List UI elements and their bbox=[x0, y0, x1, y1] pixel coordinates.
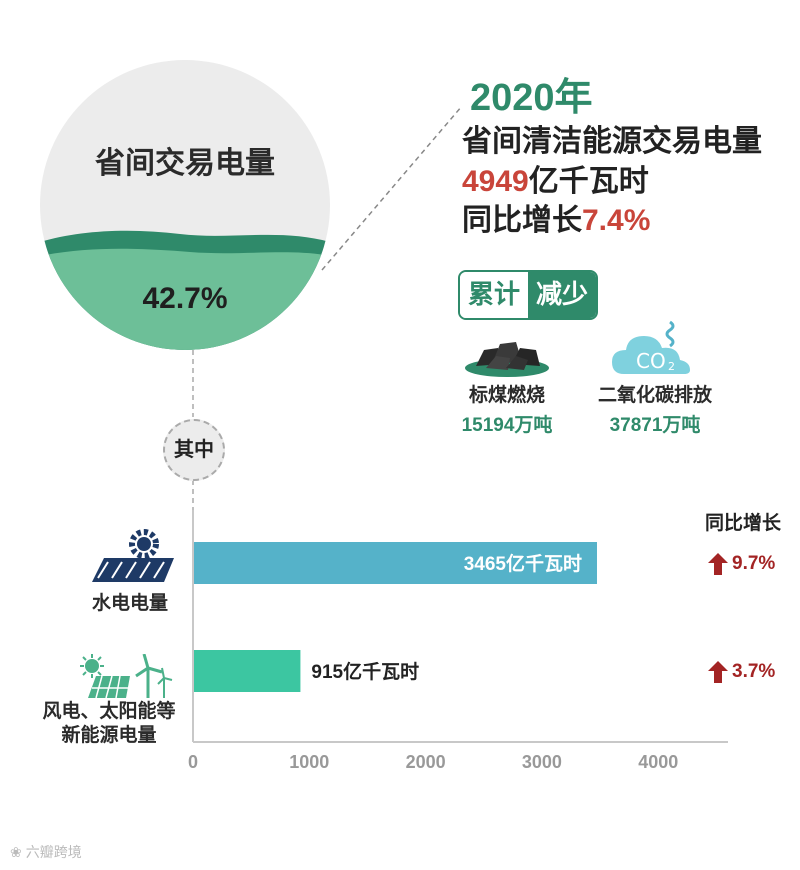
bar-value-label-1: 915亿千瓦时 bbox=[311, 660, 419, 683]
stat-co2-label: 二氧化碳排放 bbox=[597, 385, 712, 406]
stat-co2-value: 37871万吨 bbox=[609, 415, 701, 436]
category-label-renew-line2: 新能源电量 bbox=[61, 725, 157, 746]
headline-growth-value: 7.4% bbox=[582, 204, 651, 237]
circle-percent: 42.7% bbox=[142, 282, 228, 315]
bar-0 bbox=[194, 542, 597, 584]
up-arrow-icon bbox=[708, 661, 728, 683]
headline-amount-unit: 亿千瓦时 bbox=[528, 165, 649, 198]
yoy-renew-value: 3.7% bbox=[732, 661, 776, 682]
watermark: ❀ 六瓣跨境 bbox=[10, 842, 82, 862]
x-tick-label: 4000 bbox=[638, 752, 678, 772]
headline-growth: 同比增长7.4% bbox=[462, 195, 650, 239]
yoy-hydro: 9.7% bbox=[708, 553, 775, 575]
x-tick-label: 0 bbox=[188, 752, 198, 772]
headline-year: 2020年 bbox=[470, 77, 593, 119]
x-tick-label: 2000 bbox=[406, 752, 446, 772]
headline-subject: 省间清洁能源交易电量 bbox=[462, 125, 762, 158]
circle-title: 省间交易电量 bbox=[95, 147, 275, 180]
stat-coal-label: 标煤燃烧 bbox=[468, 385, 545, 406]
bar-value-label-0: 3465亿千瓦时 bbox=[464, 552, 582, 575]
headline-amount-value: 4949 bbox=[462, 165, 529, 198]
connector-label: 其中 bbox=[163, 419, 225, 481]
bar-1 bbox=[194, 650, 301, 692]
stat-coal-value: 15194万吨 bbox=[461, 415, 553, 436]
hydropower-icon bbox=[88, 528, 178, 584]
badge-left: 累计 bbox=[460, 272, 529, 318]
share-circle bbox=[40, 60, 330, 350]
wind-solar-icon bbox=[74, 653, 174, 700]
yoy-header: 同比增长 bbox=[705, 513, 782, 534]
coal-icon bbox=[462, 334, 552, 378]
svg-text:2: 2 bbox=[668, 360, 675, 373]
co2-cloud-icon: CO 2 bbox=[610, 318, 696, 378]
yoy-hydro-value: 9.7% bbox=[732, 553, 776, 574]
up-arrow-icon bbox=[708, 553, 728, 575]
watermark-text: 六瓣跨境 bbox=[25, 844, 82, 860]
category-label-hydro: 水电电量 bbox=[91, 593, 168, 614]
cumulative-reduction-badge: 累计 减少 bbox=[458, 270, 599, 320]
badge-right: 减少 bbox=[528, 272, 597, 318]
category-label-renew-line1: 风电、太阳能等 bbox=[42, 701, 176, 722]
x-tick-label: 1000 bbox=[289, 752, 329, 772]
watermark-logo-icon: ❀ bbox=[10, 843, 22, 860]
headline-growth-prefix: 同比增长 bbox=[462, 204, 582, 237]
svg-text:CO: CO bbox=[636, 349, 666, 373]
yoy-renew: 3.7% bbox=[708, 661, 775, 683]
headline-amount: 4949亿千瓦时 bbox=[462, 156, 649, 200]
x-tick-label: 3000 bbox=[522, 752, 562, 772]
